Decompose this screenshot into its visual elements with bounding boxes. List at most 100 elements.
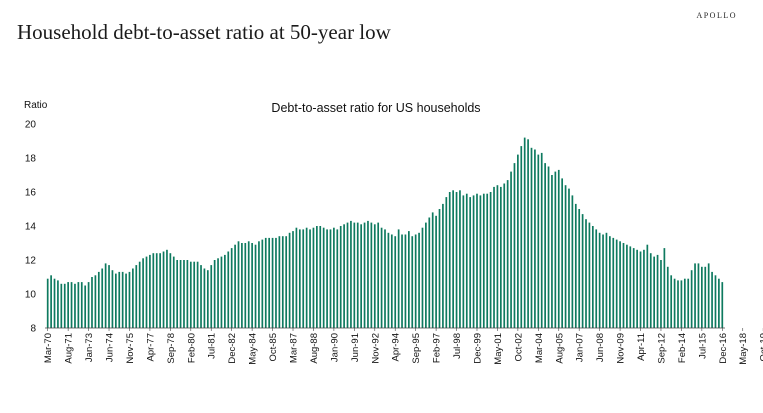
bar bbox=[200, 265, 202, 328]
y-tick-label: 18 bbox=[25, 154, 37, 165]
bar bbox=[162, 251, 165, 328]
bar bbox=[142, 258, 144, 328]
bar bbox=[626, 244, 628, 328]
bar bbox=[377, 222, 380, 328]
bar bbox=[581, 214, 584, 328]
bar bbox=[152, 253, 155, 328]
bar bbox=[622, 243, 625, 328]
bar bbox=[428, 217, 431, 328]
bar bbox=[493, 186, 495, 328]
bar bbox=[506, 180, 509, 328]
bar bbox=[213, 260, 216, 328]
x-tick-label: Jan-73 bbox=[84, 333, 95, 362]
brand-logo: APOLLO bbox=[696, 11, 737, 20]
bar bbox=[578, 209, 581, 328]
bar bbox=[237, 241, 240, 328]
bar bbox=[111, 270, 114, 328]
chart-title: Debt-to-asset ratio for US households bbox=[271, 101, 480, 115]
bar bbox=[125, 273, 127, 328]
y-axis-ticks: 8 10 12 14 16 18 20 bbox=[25, 120, 37, 335]
bar bbox=[128, 271, 131, 328]
bar bbox=[97, 271, 100, 328]
bar bbox=[564, 185, 567, 328]
bar bbox=[329, 229, 332, 328]
bar bbox=[605, 232, 608, 328]
bar bbox=[189, 261, 192, 328]
bar bbox=[690, 270, 693, 328]
bar bbox=[281, 236, 284, 328]
bar bbox=[646, 244, 649, 328]
bar bbox=[499, 186, 502, 328]
bar bbox=[660, 260, 662, 328]
x-tick-label: Nov-92 bbox=[370, 333, 381, 364]
x-tick-label: Feb-97 bbox=[432, 333, 443, 363]
bar bbox=[653, 256, 655, 328]
bar bbox=[241, 243, 243, 328]
bar bbox=[390, 234, 393, 328]
bar bbox=[186, 260, 189, 328]
bar bbox=[486, 193, 489, 328]
bar bbox=[224, 254, 226, 328]
bar bbox=[87, 282, 90, 328]
x-tick-label: Mar-04 bbox=[534, 333, 545, 363]
bar bbox=[670, 275, 673, 328]
bar bbox=[346, 222, 349, 328]
bar bbox=[70, 282, 73, 328]
bar bbox=[595, 229, 598, 328]
bar bbox=[166, 249, 168, 328]
bar bbox=[636, 249, 638, 328]
bar bbox=[380, 227, 383, 328]
bar bbox=[469, 197, 472, 328]
bar bbox=[336, 229, 339, 328]
bar bbox=[312, 227, 315, 328]
bar bbox=[145, 256, 148, 328]
bar bbox=[316, 226, 318, 328]
x-tick-label: Feb-14 bbox=[677, 333, 688, 363]
bar bbox=[230, 248, 233, 328]
bar bbox=[77, 282, 80, 328]
bar bbox=[343, 224, 345, 328]
bar bbox=[210, 265, 213, 328]
bar bbox=[397, 229, 400, 328]
bar bbox=[707, 263, 710, 328]
bar bbox=[50, 275, 52, 328]
bar bbox=[217, 258, 219, 328]
bar bbox=[302, 229, 305, 328]
bar bbox=[598, 232, 601, 328]
bar bbox=[149, 254, 151, 328]
y-tick-label: 20 bbox=[25, 120, 37, 131]
bar bbox=[431, 212, 434, 328]
bar bbox=[557, 169, 560, 328]
bar bbox=[411, 236, 414, 328]
x-tick-label: Aug-88 bbox=[309, 333, 320, 364]
bar bbox=[523, 137, 526, 328]
bar bbox=[333, 227, 335, 328]
bar bbox=[84, 285, 87, 328]
bar bbox=[363, 222, 366, 328]
bar bbox=[666, 266, 669, 328]
bar bbox=[489, 192, 492, 328]
bar bbox=[74, 283, 76, 328]
bar bbox=[305, 227, 308, 328]
bar bbox=[510, 171, 512, 328]
bar bbox=[612, 237, 615, 328]
bar bbox=[322, 227, 325, 328]
bar bbox=[445, 197, 448, 328]
bar bbox=[448, 192, 451, 328]
bar bbox=[404, 234, 407, 328]
bar bbox=[247, 241, 250, 328]
x-tick-label: Aug-71 bbox=[64, 333, 75, 364]
x-tick-label: Dec-99 bbox=[472, 333, 483, 364]
bar bbox=[408, 231, 410, 328]
bar bbox=[292, 231, 294, 328]
bar bbox=[568, 188, 570, 328]
x-tick-label: Oct-02 bbox=[513, 333, 524, 362]
bar bbox=[704, 266, 707, 328]
y-tick-label: 14 bbox=[25, 222, 37, 233]
x-tick-label: Apr-11 bbox=[636, 333, 647, 361]
bar bbox=[121, 271, 124, 328]
bar bbox=[203, 268, 206, 328]
x-axis-ticks: Mar-70 Aug-71 Jan-73 Jun-74 Nov-75 Apr-77 Sep-… bbox=[43, 328, 763, 365]
page-headline: Household debt-to-asset ratio at 50-year… bbox=[17, 20, 391, 44]
bar bbox=[673, 278, 676, 328]
